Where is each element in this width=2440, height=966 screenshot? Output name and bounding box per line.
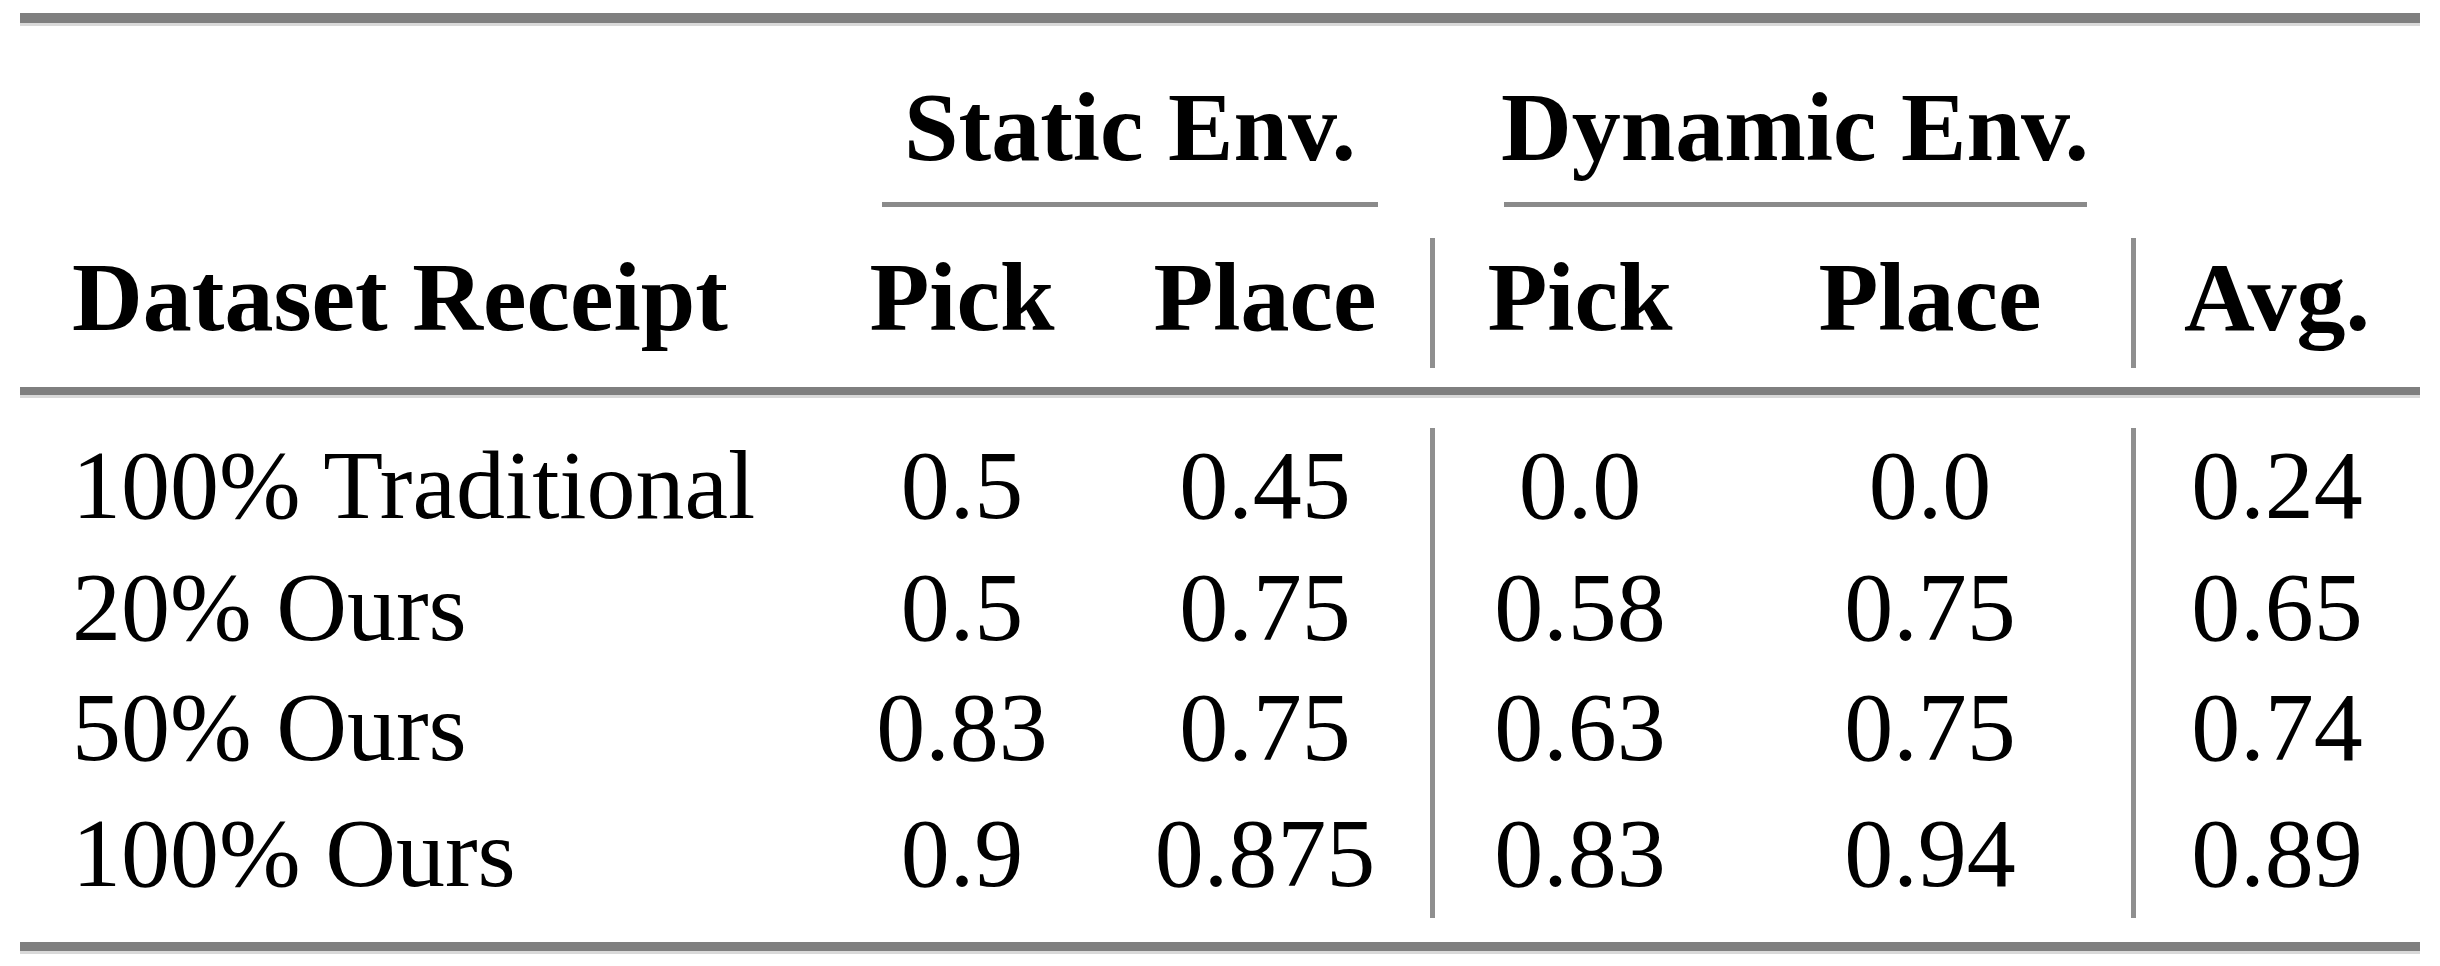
group-header-dynamic: Dynamic Env. — [1501, 78, 2089, 176]
divider-static-dynamic-body — [1430, 428, 1435, 918]
divider-static-dynamic-header — [1430, 238, 1435, 368]
table-cell: 0.65 — [2191, 558, 2363, 656]
static-group-cmidrule — [882, 202, 1378, 207]
table-cell: 0.75 — [1844, 678, 2016, 776]
row-label: 20% Ours — [72, 558, 467, 656]
table-cell: 0.875 — [1155, 804, 1376, 902]
table-cell: 0.75 — [1179, 558, 1351, 656]
table-cell: 0.83 — [1494, 804, 1666, 902]
column-header-static-place: Place — [1153, 248, 1376, 346]
bottom-rule-edge — [20, 951, 2420, 954]
bottom-rule — [20, 942, 2420, 951]
mid-rule — [20, 387, 2420, 395]
table-cell: 0.0 — [1869, 436, 1992, 534]
table-cell: 0.75 — [1179, 678, 1351, 776]
table-cell: 0.24 — [2191, 436, 2363, 534]
results-table: Static Env. Dynamic Env. Dataset Receipt… — [0, 0, 2440, 966]
row-label: 100% Ours — [72, 804, 516, 902]
row-label: 100% Traditional — [72, 436, 755, 534]
column-header-dynamic-place: Place — [1818, 248, 2041, 346]
row-label: 50% Ours — [72, 678, 467, 776]
top-rule-edge — [20, 23, 2420, 26]
table-cell: 0.83 — [876, 678, 1048, 776]
table-cell: 0.94 — [1844, 804, 2016, 902]
column-header-avg: Avg. — [2184, 248, 2370, 346]
table-cell: 0.58 — [1494, 558, 1666, 656]
table-cell: 0.74 — [2191, 678, 2363, 776]
table-cell: 0.89 — [2191, 804, 2363, 902]
table-cell: 0.45 — [1179, 436, 1351, 534]
column-header-dataset: Dataset Receipt — [72, 248, 728, 346]
dynamic-group-cmidrule — [1504, 202, 2087, 207]
table-cell: 0.75 — [1844, 558, 2016, 656]
table-cell: 0.0 — [1519, 436, 1642, 534]
divider-dynamic-avg-body — [2131, 428, 2136, 918]
column-header-static-pick: Pick — [869, 248, 1054, 346]
divider-dynamic-avg-header — [2131, 238, 2136, 368]
table-cell: 0.5 — [901, 436, 1024, 534]
column-header-dynamic-pick: Pick — [1487, 248, 1672, 346]
group-header-static: Static Env. — [904, 78, 1356, 176]
top-rule — [20, 13, 2420, 23]
table-cell: 0.5 — [901, 558, 1024, 656]
table-cell: 0.9 — [901, 804, 1024, 902]
table-cell: 0.63 — [1494, 678, 1666, 776]
mid-rule-edge — [20, 395, 2420, 398]
